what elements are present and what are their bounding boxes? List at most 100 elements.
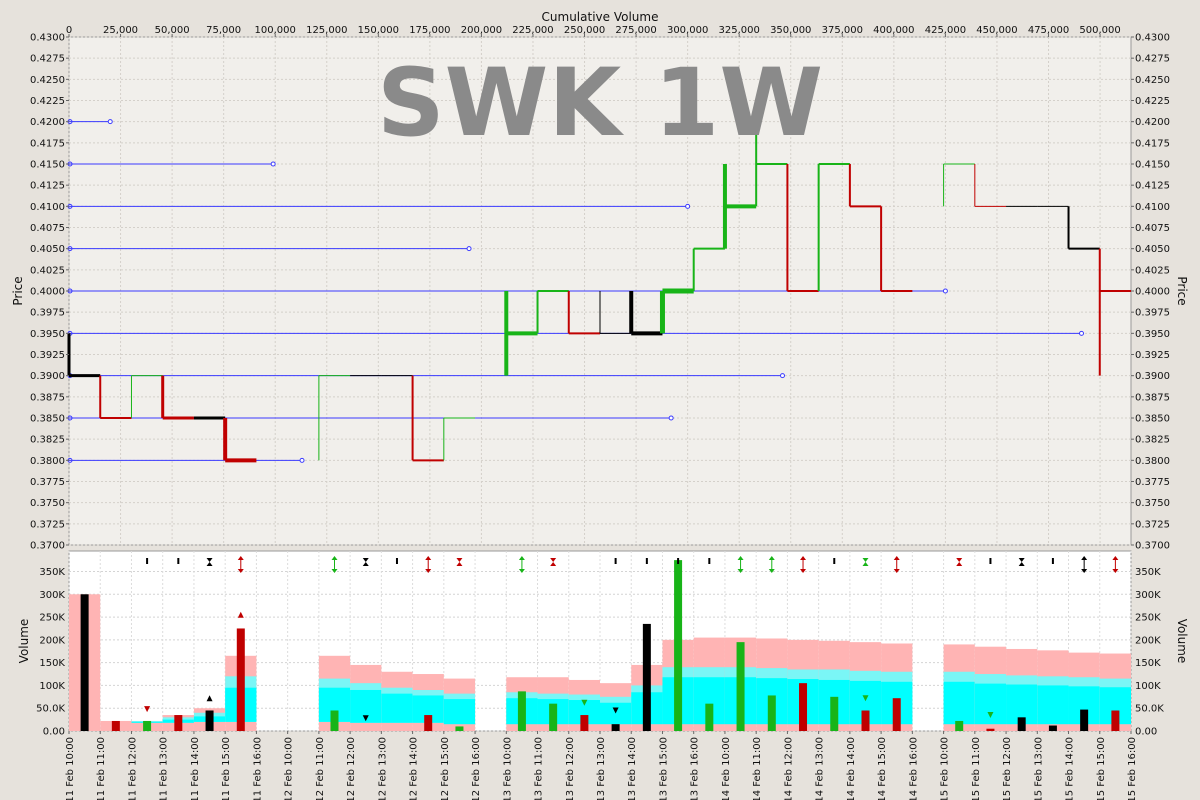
volume-bar (611, 724, 620, 731)
volume-profile-end-dot (299, 457, 305, 463)
time-tick-label: 12 Feb 16:00 (471, 737, 482, 800)
time-tick-label: 14 Feb 16:00 (908, 737, 919, 800)
signal-marker (1018, 558, 1025, 566)
time-tick-label: 12 Feb 12:00 (346, 737, 357, 800)
volume-tick-label: 200K (39, 635, 65, 646)
time-tick-label: 14 Feb 13:00 (815, 737, 826, 800)
volume-profile-end-dot (107, 119, 113, 125)
volume-bar (955, 720, 964, 731)
price-tick-label: 0.4000 (30, 287, 65, 298)
volume-bar (1080, 709, 1089, 731)
cumulative-volume-tick-label: 200,000 (461, 25, 502, 36)
time-tick-label: 13 Feb 15:00 (658, 737, 669, 800)
price-tick-label: 0.4100 (30, 202, 65, 213)
signal-marker-up-arrow (800, 556, 807, 560)
cumulative-volume-tick-label: 150,000 (358, 25, 399, 36)
volume-bar (205, 710, 214, 731)
signal-marker (1051, 558, 1054, 564)
price-bar (130, 375, 163, 418)
price-tick-label: 0.4175 (30, 138, 65, 149)
signal-marker-down-arrow (893, 569, 900, 573)
signal-marker-down-arrow (1081, 569, 1088, 573)
time-tick-label: 14 Feb 15:00 (877, 737, 888, 800)
volume-bar (986, 728, 995, 731)
signal-marker-tick (645, 558, 648, 564)
time-tick-label: 11 Feb 10:00 (65, 737, 76, 800)
volume-bar (799, 683, 808, 731)
signal-marker (550, 558, 557, 566)
price-bar (848, 164, 882, 208)
cumulative-volume-tick-label: 225,000 (512, 25, 553, 36)
cumulative-volume-tick-label: 125,000 (306, 25, 347, 36)
signal-marker-down-arrow (518, 569, 525, 573)
price-tick-label: 0.4075 (30, 223, 65, 234)
time-tick-label: 11 Feb 14:00 (190, 737, 201, 800)
volume-tick-label: 0.00 (1135, 727, 1157, 738)
volume-profile-end-dot (942, 288, 948, 294)
signal-marker (425, 556, 432, 573)
volume-tick-label: 250K (39, 613, 65, 624)
time-tick-label: 15 Feb 14:00 (1065, 737, 1076, 800)
price-tick-label: 0.3975 (1135, 308, 1170, 319)
volume-bar (830, 696, 839, 731)
price-tick-label: 0.3750 (1135, 498, 1170, 509)
price-tick-label: 0.4250 (30, 75, 65, 86)
volume-profile-end-dot (466, 246, 472, 252)
cumulative-volume-tick-label: 500,000 (1079, 25, 1120, 36)
volume-tick-label: 50.0K (1135, 704, 1164, 715)
price-bar (318, 375, 351, 461)
volume-mid-band (943, 681, 975, 725)
time-tick-label: 12 Feb 13:00 (377, 737, 388, 800)
price-tick-label: 0.4050 (1135, 244, 1170, 255)
volume-bar (892, 698, 901, 731)
signal-marker-tick (989, 558, 992, 564)
signal-marker (395, 558, 398, 564)
signal-marker (177, 558, 180, 564)
volume-mid-band (443, 699, 476, 725)
price-bar (755, 121, 788, 207)
volume-tick-label: 250K (1135, 613, 1161, 624)
volume-tick-label: 300K (39, 590, 65, 601)
volume-annotation-triangle (362, 715, 369, 722)
volume-profile-end-dot (1079, 330, 1085, 336)
price-bar (692, 247, 725, 291)
price-tick-label: 0.4275 (1135, 54, 1170, 65)
volume-tick-label: 100K (39, 681, 65, 692)
volume-profile-end-dot (685, 203, 691, 209)
signal-marker-tick (614, 558, 617, 564)
signal-marker-up-triangle (956, 562, 963, 566)
signal-marker-up-triangle (550, 562, 557, 566)
cumulative-volume-tick-label: 475,000 (1028, 25, 1069, 36)
volume-tick-label: 0.00 (43, 727, 65, 738)
price-tick-label: 0.3875 (30, 392, 65, 403)
price-tick-label: 0.3875 (1135, 392, 1170, 403)
price-axis-title-left: Price (11, 276, 25, 305)
volume-profile-end-dot (270, 161, 276, 167)
signal-marker (206, 558, 213, 566)
signal-marker-down-triangle (956, 558, 963, 562)
signal-marker-up-arrow (331, 556, 338, 560)
volume-tick-label: 350K (1135, 567, 1161, 578)
signal-marker-tick (677, 558, 680, 564)
volume-bar (674, 560, 683, 731)
time-tick-label: 11 Feb 11:00 (96, 737, 107, 800)
signal-marker-down-triangle (456, 558, 463, 562)
price-tick-label: 0.4225 (1135, 96, 1170, 107)
volume-bar (111, 720, 120, 731)
signal-marker (862, 558, 869, 566)
signal-marker-down-arrow (237, 569, 244, 573)
price-tick-label: 0.3925 (1135, 350, 1170, 361)
signal-marker (518, 556, 525, 573)
volume-mid-band (974, 683, 1007, 725)
signal-marker-up-arrow (893, 556, 900, 560)
volume-bar (330, 710, 339, 731)
signal-marker-down-triangle (206, 558, 213, 562)
signal-marker-down-triangle (550, 558, 557, 562)
signal-marker-up-arrow (737, 556, 744, 560)
price-tick-label: 0.4175 (1135, 138, 1170, 149)
price-tick-label: 0.4050 (30, 244, 65, 255)
signal-marker (800, 556, 807, 573)
cumulative-volume-tick-label: 25,000 (103, 25, 138, 36)
price-bar (411, 375, 444, 462)
